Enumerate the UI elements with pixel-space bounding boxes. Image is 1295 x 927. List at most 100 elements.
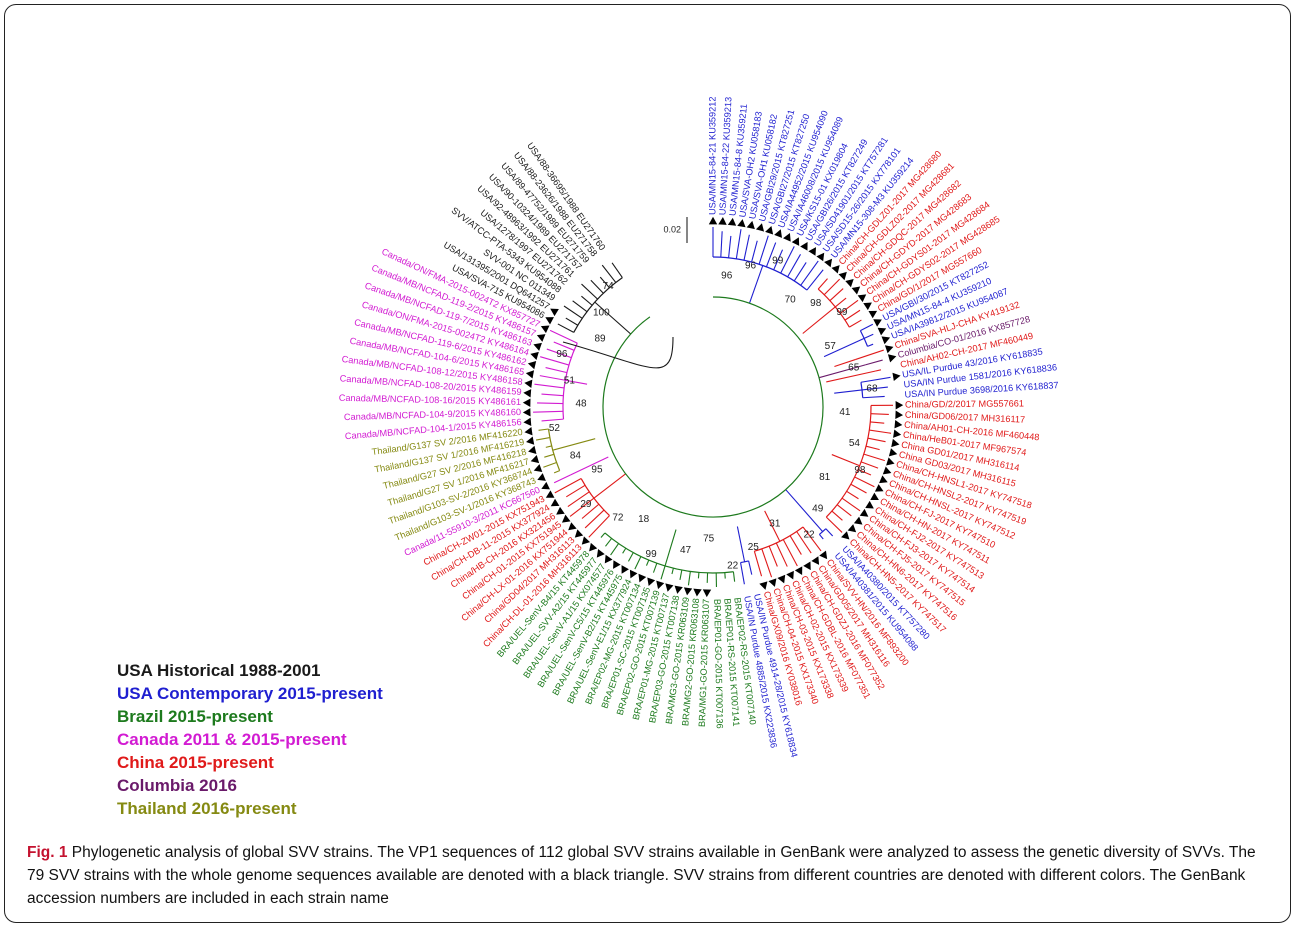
whole-genome-triangle	[803, 561, 811, 571]
phylogenetic-tree: USA/MN15-84-21 KU359212 USA/MN15-84-22 KU…	[339, 97, 1059, 759]
leaf-branch	[732, 571, 736, 582]
bootstrap-value: 68	[866, 383, 878, 394]
whole-genome-triangle	[819, 550, 828, 560]
whole-genome-triangle	[574, 529, 584, 538]
clade-stem	[594, 301, 632, 335]
leaf-branch	[652, 563, 658, 573]
whole-genome-triangle	[857, 294, 867, 303]
bootstrap-value: 99	[772, 255, 784, 266]
whole-genome-triangle	[604, 554, 613, 564]
leaf-branch	[634, 556, 642, 570]
whole-genome-triangle	[674, 585, 683, 594]
leaf-branch	[748, 560, 753, 575]
whole-genome-triangle	[870, 492, 879, 500]
leaf-branch	[831, 510, 843, 521]
whole-genome-triangle	[791, 237, 800, 246]
bootstrap-value: 96	[556, 349, 568, 360]
whole-genome-triangle	[665, 583, 674, 592]
leaf-branch	[671, 568, 674, 575]
leaf-branch	[581, 295, 593, 306]
whole-genome-triangle	[656, 580, 665, 590]
caption-text: Phylogenetic analysis of global SVV stra…	[27, 844, 1256, 907]
bootstrap-value: 52	[549, 423, 561, 434]
bootstrap-value: 81	[819, 472, 831, 483]
whole-genome-triangle	[863, 302, 872, 311]
leaf-branch	[865, 359, 883, 366]
leaf-branch	[610, 543, 620, 556]
leaf-branch	[546, 348, 572, 359]
leaf-branch	[544, 453, 555, 458]
leaf-branch	[728, 235, 732, 258]
leaf-branch	[541, 418, 564, 422]
whole-genome-triangle	[755, 223, 765, 232]
leaf-branch	[751, 240, 758, 263]
leaf-branch	[818, 534, 824, 540]
bootstrap-value: 25	[748, 542, 760, 553]
leaf-branch	[874, 369, 882, 372]
leaf-branch	[563, 305, 583, 319]
leaf-branch	[541, 393, 564, 397]
clade-arc	[860, 382, 864, 398]
scale-bar-label: 0.02	[663, 224, 681, 234]
leaf-branch	[569, 497, 595, 517]
leaf-branch	[829, 288, 844, 302]
whole-genome-triangle	[708, 216, 718, 225]
leaf-branch	[735, 229, 742, 259]
leaf-branch	[581, 503, 600, 519]
leaf-branch	[789, 535, 802, 555]
legend-entry: USA Historical 1988-2001	[117, 661, 321, 680]
leaf-branch	[817, 278, 828, 290]
leaf-branch	[622, 547, 627, 554]
whole-genome-triangle	[841, 531, 850, 540]
clade-stem	[736, 526, 746, 562]
whole-genome-triangle	[556, 506, 565, 515]
whole-genome-triangle	[568, 522, 577, 531]
whole-genome-triangle	[647, 577, 656, 586]
bootstrap-value: 95	[591, 465, 603, 476]
leaf-branch	[861, 386, 888, 391]
bootstrap-value: 65	[848, 363, 860, 374]
leaf-branch	[566, 484, 586, 498]
leaf-branch	[605, 538, 613, 547]
color-legend: USA Historical 1988-2001 USA Contemporary…	[117, 659, 383, 820]
bootstrap-value: 49	[812, 503, 824, 514]
whole-genome-triangle	[888, 448, 898, 457]
bootstrap-value: 74	[603, 281, 615, 292]
leaf-branch	[645, 559, 650, 566]
strain-label: China/GD/2/2017 MG557661	[905, 398, 1024, 409]
whole-genome-triangle	[537, 473, 546, 481]
whole-genome-triangle	[847, 524, 857, 533]
leaf-branch	[765, 242, 777, 268]
whole-genome-triangle	[868, 310, 878, 319]
leaf-branch	[863, 453, 885, 462]
whole-genome-triangle	[892, 372, 901, 382]
leaf-branch	[538, 428, 549, 431]
whole-genome-triangle	[718, 217, 727, 225]
leaf-branch	[869, 429, 892, 434]
bootstrap-value: 57	[825, 341, 837, 352]
leaf-branch	[720, 231, 723, 258]
leaf-branch	[870, 413, 889, 416]
whole-genome-triangle	[621, 565, 629, 574]
leaf-branch	[627, 552, 634, 562]
leaf-branch	[782, 539, 798, 567]
clade-stem	[802, 306, 836, 334]
whole-genome-triangle	[523, 389, 532, 398]
whole-genome-triangle	[545, 317, 554, 325]
whole-genome-triangle	[596, 549, 605, 558]
leaf-branch	[860, 376, 891, 383]
bootstrap-value: 47	[680, 545, 692, 556]
root-branch	[562, 336, 674, 369]
whole-genome-triangle	[882, 466, 892, 475]
whole-genome-triangle	[831, 265, 840, 274]
whole-genome-triangle	[589, 542, 598, 552]
clade-stem	[764, 510, 781, 542]
leaf-branch	[793, 262, 807, 282]
bootstrap-value: 41	[839, 407, 851, 418]
clade-stem	[834, 389, 863, 394]
leaf-branch	[862, 395, 885, 399]
whole-genome-triangle	[613, 560, 621, 569]
legend-entry: Columbia 2016	[117, 776, 237, 795]
leaf-branch	[567, 491, 590, 508]
leaf-branch	[553, 470, 560, 474]
